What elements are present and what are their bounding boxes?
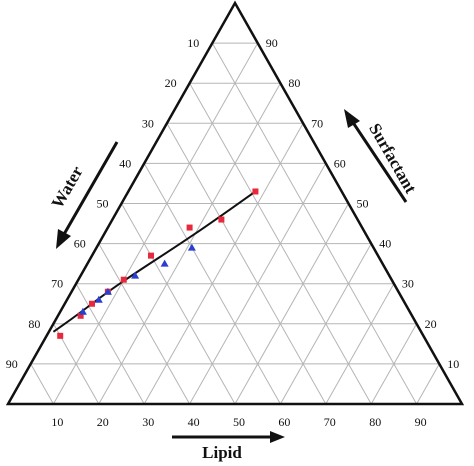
data-point-triangle bbox=[160, 259, 169, 267]
grid-line-water bbox=[75, 283, 145, 405]
surfactant-tick-label: 20 bbox=[425, 317, 437, 331]
lipid-tick-label: 30 bbox=[142, 415, 154, 429]
lipid-tick-label: 20 bbox=[97, 415, 109, 429]
data-point-triangle bbox=[187, 243, 196, 251]
surfactant-axis-title: Surfactant bbox=[365, 120, 420, 197]
data-point-red bbox=[148, 252, 155, 259]
water-tick-label: 20 bbox=[165, 76, 177, 90]
grid-line-lipid bbox=[143, 123, 304, 405]
data-point-red bbox=[252, 188, 259, 195]
water-tick-label: 70 bbox=[51, 277, 63, 291]
surfactant-tick-label: 90 bbox=[266, 36, 278, 50]
tick-labels: 10 20 30 40 50 60 70 80 90 10 20 30 40 50 60 70 80 90 10 20… bbox=[6, 36, 460, 429]
triangle-outline bbox=[5, 0, 465, 406]
grid-line-water bbox=[166, 123, 327, 405]
surfactant-tick-label: 80 bbox=[288, 76, 300, 90]
surfactant-arrow bbox=[344, 109, 408, 203]
water-tick-label: 50 bbox=[97, 197, 109, 211]
lipid-tick-label: 60 bbox=[278, 415, 290, 429]
surfactant-tick-label: 30 bbox=[402, 277, 414, 291]
lipid-arrow bbox=[172, 431, 285, 443]
surfactant-tick-label: 70 bbox=[311, 116, 323, 130]
grid-line-lipid bbox=[416, 363, 440, 405]
grid-lines bbox=[30, 42, 440, 405]
surfactant-tick-label: 50 bbox=[357, 197, 369, 211]
grid-line-lipid bbox=[279, 243, 372, 405]
data-points bbox=[57, 188, 259, 339]
data-point-red bbox=[57, 332, 64, 339]
grid-line-water bbox=[121, 203, 236, 405]
water-tick-label: 10 bbox=[187, 36, 199, 50]
grid-line-lipid bbox=[370, 323, 418, 405]
data-point-triangle bbox=[131, 271, 140, 279]
lipid-tick-label: 80 bbox=[369, 415, 381, 429]
water-tick-label: 60 bbox=[74, 237, 86, 251]
lipid-tick-label: 50 bbox=[233, 415, 245, 429]
data-point-triangle bbox=[103, 287, 112, 295]
water-tick-label: 90 bbox=[6, 357, 18, 371]
surfactant-tick-label: 10 bbox=[447, 357, 459, 371]
grid-line-lipid bbox=[325, 283, 395, 405]
grid-line-water bbox=[30, 363, 54, 405]
lipid-tick-label: 90 bbox=[415, 415, 427, 429]
data-point-red bbox=[186, 224, 193, 231]
lipid-tick-label: 10 bbox=[51, 415, 63, 429]
grid-line-lipid bbox=[52, 42, 259, 405]
data-point-red bbox=[218, 216, 225, 223]
surfactant-tick-label: 40 bbox=[379, 237, 391, 251]
grid-line-water bbox=[98, 243, 191, 405]
grid-line-lipid bbox=[234, 203, 349, 405]
lipid-label: Lipid bbox=[202, 443, 242, 462]
water-tick-label: 80 bbox=[28, 317, 40, 331]
data-point-triangle bbox=[78, 307, 87, 315]
water-tick-label: 30 bbox=[142, 116, 154, 130]
data-point-triangle bbox=[94, 295, 103, 303]
data-point-red bbox=[88, 300, 95, 307]
data-point-red bbox=[120, 276, 127, 283]
lipid-tick-label: 70 bbox=[324, 415, 336, 429]
water-arrow bbox=[56, 141, 119, 249]
surfactant-label: Surfactant bbox=[365, 120, 420, 197]
surfactant-tick-label: 60 bbox=[334, 156, 346, 170]
data-point-red bbox=[77, 312, 84, 319]
water-tick-label: 40 bbox=[119, 156, 131, 170]
grid-line-water bbox=[211, 42, 418, 405]
lipid-tick-label: 40 bbox=[188, 415, 200, 429]
